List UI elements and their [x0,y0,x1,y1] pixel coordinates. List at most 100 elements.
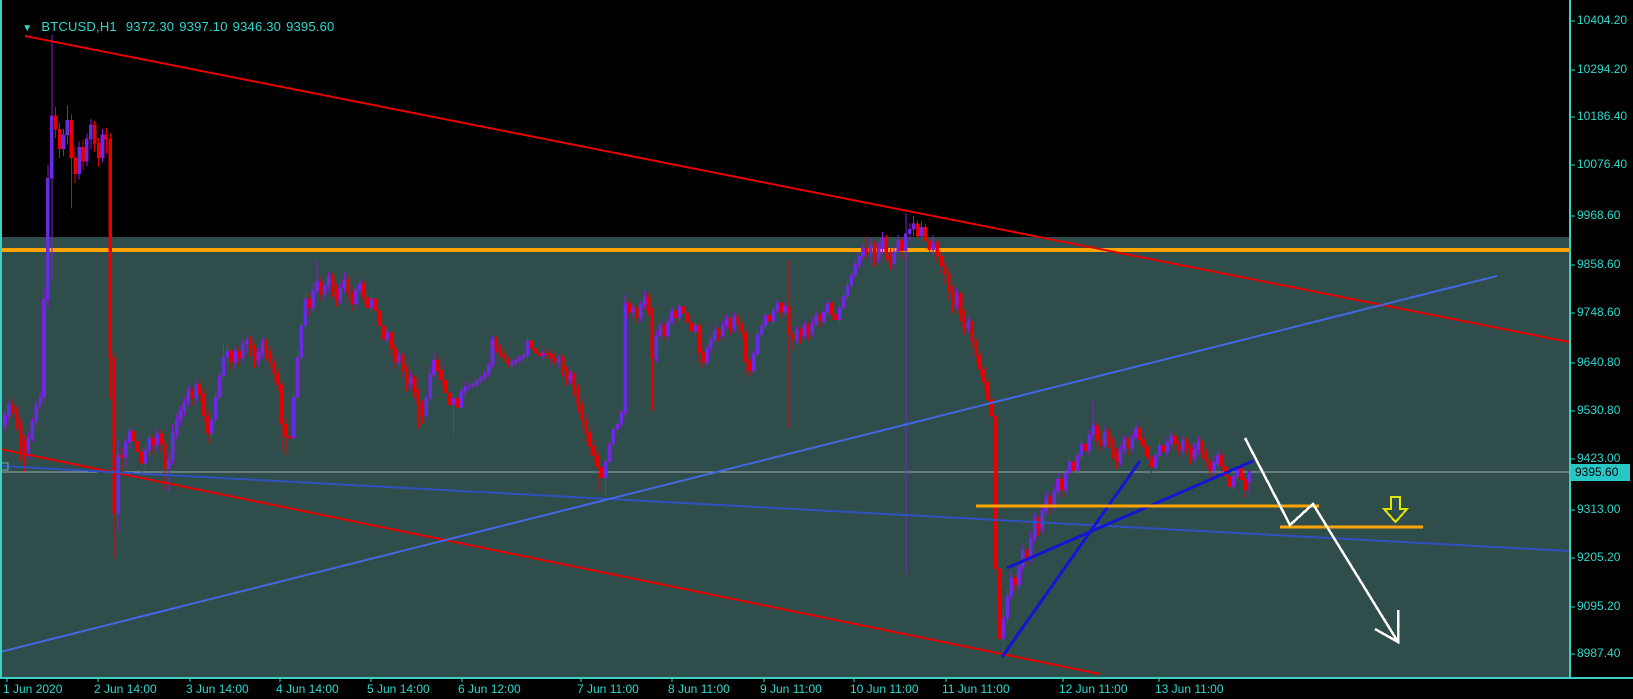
candle-body [958,294,963,315]
candle-body [584,419,588,434]
candle-body [802,325,807,336]
price-axis-label: 10294.20 [1577,62,1628,76]
close-value: 9395.60 [286,19,335,34]
candle-body [65,119,70,135]
candle-body [342,279,347,289]
candle-body [22,441,27,453]
candle-body [1177,443,1181,452]
candle-body [697,325,702,353]
candle-body [779,303,783,313]
candle-body [631,307,635,313]
candle-body [716,329,721,336]
steep-blue-trendline[interactable] [1000,460,1142,658]
symbol-dropdown-icon[interactable]: ▼ [22,23,33,34]
candle-body [1036,519,1041,529]
candle-body [155,433,159,446]
candle-body [740,323,744,334]
candle-body [26,438,31,453]
candle-body [53,115,58,130]
candle-body [1052,490,1056,507]
candle-body [954,294,959,306]
ohlc-readout: ▼ BTCUSD,H1 9372.30 9397.10 9346.30 9395.60 [7,4,334,49]
candle-body [1243,479,1247,491]
open-value: 9372.30 [125,19,175,34]
candle-body [962,313,967,328]
candle-body [1173,435,1177,445]
candle-body [900,240,904,252]
price-axis-label: 9423.00 [1577,451,1621,465]
candle-body [264,342,269,352]
candle-body [1138,428,1142,440]
candle-body [81,146,85,162]
time-axis-label: 10 Jun 11:00 [850,682,919,696]
candle-body [120,455,124,458]
candle-body [361,283,366,298]
candle-body [732,316,737,330]
candle-body [202,393,206,416]
candle-body [646,296,651,311]
candle-body [1056,479,1060,492]
white-projection-arrow[interactable] [1243,437,1400,643]
candle-body [685,312,690,323]
yellow-down-arrow[interactable] [1381,496,1410,524]
candle-body [506,358,510,365]
descending-blue-channel-line[interactable] [0,465,1570,552]
candle-body [124,441,128,458]
time-axis-label: 11 Jun 11:00 [942,682,1010,696]
candle-body [1188,447,1193,458]
candle-body [1181,440,1185,452]
candle-body [486,364,491,374]
candle-body [556,357,561,362]
candle-body [545,353,549,355]
candle-body [1025,549,1029,559]
candle-body [3,414,7,426]
candle-body [233,350,237,363]
candle-body [131,430,136,442]
candle-body [705,347,709,363]
time-axis-label: 4 Jun 14:00 [276,682,339,696]
candle-body [693,325,698,332]
current-price-tag: 9395.60 [1571,464,1630,481]
candle-body [1157,444,1162,456]
candle-body [167,459,171,470]
candle-body [369,298,374,309]
candle-body [650,310,655,359]
candle-body [798,329,803,336]
white-arrow-head [1374,610,1400,645]
candle-body [229,350,233,363]
candle-body [57,128,62,150]
candle-body [1099,440,1103,446]
time-axis-label: 7 Jun 11:00 [577,682,639,696]
time-axis-label: 8 Jun 11:00 [668,682,730,696]
ascending-blue-channel-line[interactable] [0,275,1498,653]
candle-body [1114,452,1119,462]
candle-body [11,404,15,413]
candle-body [1165,441,1169,453]
candle-body [701,352,705,363]
candle-body [116,455,120,514]
candle-body [783,305,787,313]
candle-body [529,340,534,349]
candle-body [1110,441,1115,453]
candle-body [14,412,19,427]
candle-body [810,323,815,334]
candle-body [186,390,191,403]
candle-body [787,305,791,336]
candle-body [841,296,846,309]
candle-body [736,316,741,325]
candle-body [833,313,838,320]
candle-body [1204,451,1208,462]
candle-body [1103,431,1107,446]
lower-red-trendline[interactable] [0,448,1101,675]
candle-body [408,377,413,385]
candle-body [1134,428,1138,438]
price-axis-label: 9968.60 [1577,208,1621,222]
upper-red-trendline[interactable] [24,35,1570,343]
candle-body [755,334,760,354]
candle-body [225,350,230,358]
time-axis-label: 2 Jun 14:00 [94,682,157,696]
shallow-blue-trendline[interactable] [1006,459,1254,570]
candle-body [627,303,631,313]
candle-body [135,440,140,453]
